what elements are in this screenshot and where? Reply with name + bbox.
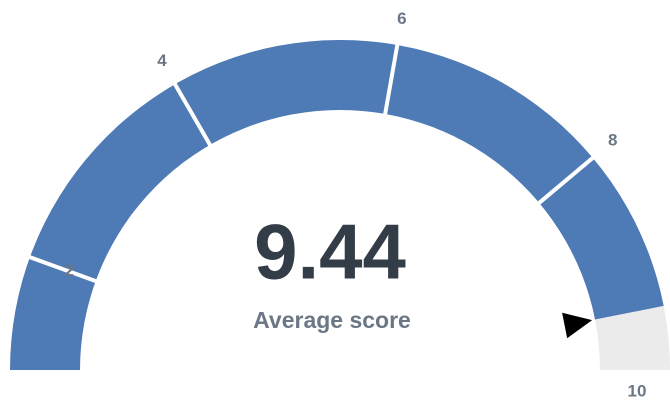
gauge-fill — [10, 40, 664, 371]
tick-label: 8 — [608, 131, 617, 150]
tick-label: 2 — [65, 261, 74, 280]
gauge-track — [595, 305, 670, 370]
tick-separator — [27, 254, 99, 284]
tick-label: 4 — [157, 51, 167, 70]
gauge-value: 9.44 — [254, 208, 406, 296]
gauge-label: Average score — [253, 307, 411, 333]
tick-separator — [536, 155, 596, 206]
gauge-pointer — [562, 312, 593, 339]
tick-separator — [172, 81, 213, 148]
tick-separator — [382, 42, 400, 117]
tick-label: 6 — [397, 9, 406, 28]
tick-label: 10 — [628, 381, 647, 400]
